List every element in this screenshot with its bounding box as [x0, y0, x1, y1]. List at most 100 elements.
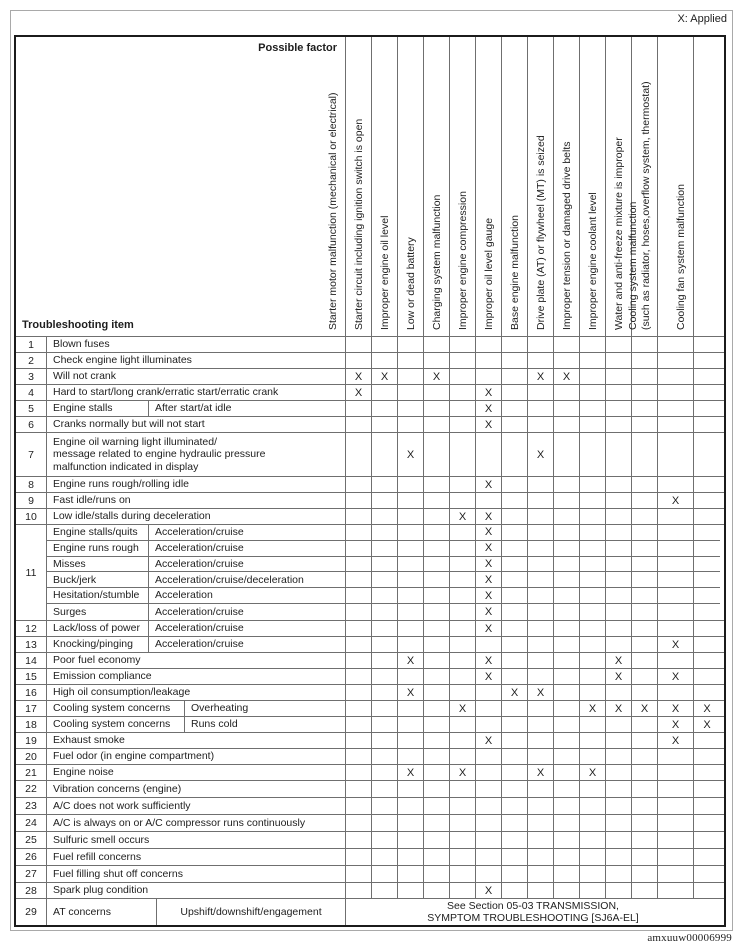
mark-cell [502, 604, 528, 620]
mark-cell [372, 733, 398, 748]
mark-cell [502, 849, 528, 865]
mark-cell [528, 798, 554, 814]
mark-cell [346, 540, 372, 556]
mark-cell [694, 669, 720, 684]
factor-label: Drive plate (AT) or flywheel (MT) is sei… [535, 135, 547, 330]
mark-cell [476, 369, 502, 384]
row-number: 17 [16, 701, 47, 716]
row-number: 26 [16, 849, 47, 865]
mark-cell [658, 588, 694, 604]
x-mark: X [703, 718, 711, 731]
mark-cell [580, 572, 606, 588]
mark-cell [502, 815, 528, 831]
factor-column-header: Improper oil level gauge [483, 37, 528, 336]
item-cell: Acceleration/cruise [149, 604, 346, 620]
mark-cell [450, 749, 476, 764]
mark-cell [658, 621, 694, 636]
row-number: 22 [16, 781, 47, 797]
mark-cell [694, 525, 720, 540]
item-cell: Surges [47, 604, 149, 620]
table-row: 7 Engine oil warning light illuminated/ m… [16, 433, 724, 477]
item-cell: Cranks normally but will not start [47, 417, 346, 432]
table-row: 2 Check engine light illuminates [16, 353, 724, 369]
mark-cell [398, 525, 424, 540]
mark-cell [346, 401, 372, 416]
table-row: Engine runs rough Acceleration/cruise X [47, 540, 720, 557]
x-mark: X [476, 669, 502, 684]
x-mark: X [606, 669, 632, 684]
mark-cell [554, 866, 580, 882]
factor-label: Improper oil level gauge [483, 217, 495, 330]
mark-cell [372, 815, 398, 831]
mark-cell [398, 353, 424, 368]
factor-column-header: Cooling fan system malfunction [675, 37, 720, 336]
table-row: 25 Sulfuric smell occurs [16, 832, 724, 849]
x-mark: X [476, 588, 502, 604]
mark-cell [580, 556, 606, 572]
mark-cell [450, 417, 476, 432]
mark-cell [694, 337, 720, 352]
item-cell: Engine runs rough/rolling idle [47, 477, 346, 492]
item-cell: Fuel filling shut off concerns [47, 866, 346, 882]
x-mark: X [476, 572, 502, 588]
mark-cell [528, 509, 554, 524]
row-number: 18 [16, 717, 47, 732]
mark-cell [528, 401, 554, 416]
factor-label: Starter circuit including ignition switc… [353, 118, 365, 330]
mark-cell [606, 556, 632, 572]
mark-cell [694, 637, 720, 652]
table-row: 3 Will not crank X X X X X [16, 369, 724, 385]
mark-cell [450, 433, 476, 476]
mark-cell [632, 477, 658, 492]
mark-cell [424, 749, 450, 764]
mark-cell [372, 883, 398, 898]
mark-cell [424, 883, 450, 898]
mark-cell [398, 849, 424, 865]
mark-cell [632, 798, 658, 814]
mark-cell [502, 749, 528, 764]
mark-cell [476, 337, 502, 352]
x-mark: X [398, 685, 424, 700]
mark-cell [694, 541, 720, 556]
factor-label: Base engine malfunction [509, 215, 521, 330]
item-cell: Blown fuses [47, 337, 346, 352]
table-row: 8 Engine runs rough/rolling idle X [16, 477, 724, 493]
row-number: 2 [16, 353, 47, 368]
mark-cell [606, 781, 632, 797]
row-group-subrows: Engine stalls/quits Acceleration/cruise X E… [47, 525, 720, 620]
mark-cell [424, 685, 450, 700]
mark-cell [554, 385, 580, 400]
mark-cell [632, 781, 658, 797]
mark-cell [372, 509, 398, 524]
mark-cell [398, 733, 424, 748]
mark-cell [694, 493, 720, 508]
mark-cell [632, 385, 658, 400]
mark-cell [658, 540, 694, 556]
mark-cell [528, 353, 554, 368]
mark-cell [372, 849, 398, 865]
mark-cell [502, 701, 528, 716]
mark-cell [346, 477, 372, 492]
x-mark: X [476, 525, 502, 540]
item-cell: Vibration concerns (engine) [47, 781, 346, 797]
mark-cell [632, 653, 658, 668]
mark-cell [658, 849, 694, 865]
item-cell: Low idle/stalls during deceleration [47, 509, 346, 524]
mark-cell [476, 798, 502, 814]
mark-cell [528, 385, 554, 400]
mark-cell [476, 765, 502, 780]
mark-cell [398, 556, 424, 572]
mark-cell [528, 417, 554, 432]
mark-cell [694, 653, 720, 668]
row-number: 25 [16, 832, 47, 848]
x-mark: X [658, 717, 694, 732]
mark-cell [580, 509, 606, 524]
mark-cell [606, 417, 632, 432]
mark-cell [450, 477, 476, 492]
item-cell: Hesitation/stumble [47, 588, 149, 604]
row-number: 27 [16, 866, 47, 882]
mark-cell [632, 832, 658, 848]
mark-cell [398, 572, 424, 588]
row-number: 14 [16, 653, 47, 668]
mark-cell [606, 866, 632, 882]
